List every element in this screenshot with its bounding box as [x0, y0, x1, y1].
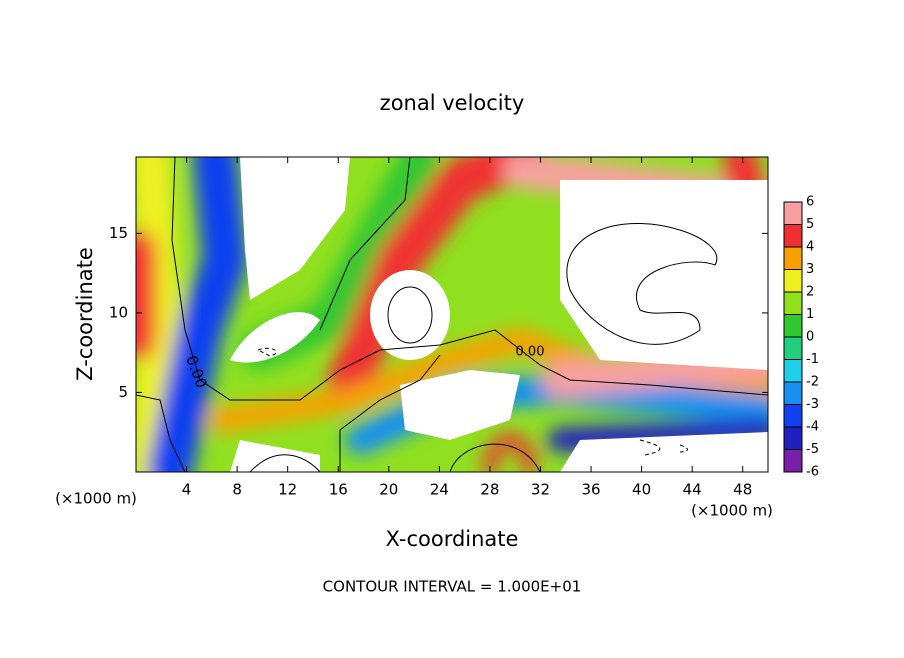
colorbar-label: 0	[806, 330, 814, 345]
contour-lines	[136, 157, 768, 472]
chart-title: zonal velocity	[380, 91, 525, 115]
colorbar-bin	[784, 382, 802, 405]
colorbar-bin	[784, 404, 802, 427]
x-tick-label: 44	[683, 481, 702, 499]
plot-frame	[135, 156, 769, 473]
y-axis-label: Z-coordinate	[73, 247, 97, 381]
colorbar-label: -4	[806, 420, 819, 435]
colorbar-bin	[784, 224, 802, 247]
y-tick-label: 10	[109, 303, 128, 321]
x-tick-label: 24	[430, 481, 449, 499]
footer: CONTOUR INTERVAL = 1.000E+01	[323, 578, 582, 596]
colorbar-bin	[784, 337, 802, 360]
y-tick-label: 5	[118, 383, 128, 401]
x-tick-label: 16	[329, 481, 348, 499]
colorbar-bin	[784, 427, 802, 450]
y-unit: (×1000 m)	[55, 490, 137, 508]
x-tick-label: 12	[278, 481, 297, 499]
colorbar-label: -2	[806, 375, 819, 390]
x-tick-label: 8	[232, 481, 242, 499]
x-tick-label: 4	[182, 481, 192, 499]
x-tick-label: 28	[480, 481, 499, 499]
x-tick-label: 36	[581, 481, 600, 499]
x-tick-label: 32	[531, 481, 550, 499]
contour-field	[136, 157, 768, 472]
x-unit: (×1000 m)	[691, 502, 773, 520]
x-tick-label: 40	[632, 481, 651, 499]
white-regions	[230, 157, 768, 472]
colorbar-label: 5	[806, 217, 814, 232]
colorbar-label: -6	[806, 465, 819, 480]
colorbar-label: -3	[806, 397, 819, 412]
colorbar-bin	[784, 247, 802, 270]
contour-label: 0.00	[516, 345, 545, 360]
colorbar-bin	[784, 292, 802, 315]
colorbar-bin	[784, 359, 802, 382]
colorbar-label: 3	[806, 262, 814, 277]
colorbar-label: -5	[806, 442, 819, 457]
colorbar-bin	[784, 314, 802, 337]
colorbar-label: 6	[806, 195, 814, 210]
y-tick-label: 15	[109, 224, 128, 242]
colorbar-label: 2	[806, 285, 814, 300]
colorbar-label: 1	[806, 307, 814, 322]
x-tick-label: 20	[379, 481, 398, 499]
colorbar-label: 4	[806, 240, 814, 255]
colorbar-label: -1	[806, 352, 819, 367]
colorbar-bin	[784, 202, 802, 225]
x-tick-label: 48	[733, 481, 752, 499]
x-axis-label: X-coordinate	[386, 527, 519, 551]
colorbar-bin	[784, 269, 802, 292]
colorbar-bin	[784, 449, 802, 472]
